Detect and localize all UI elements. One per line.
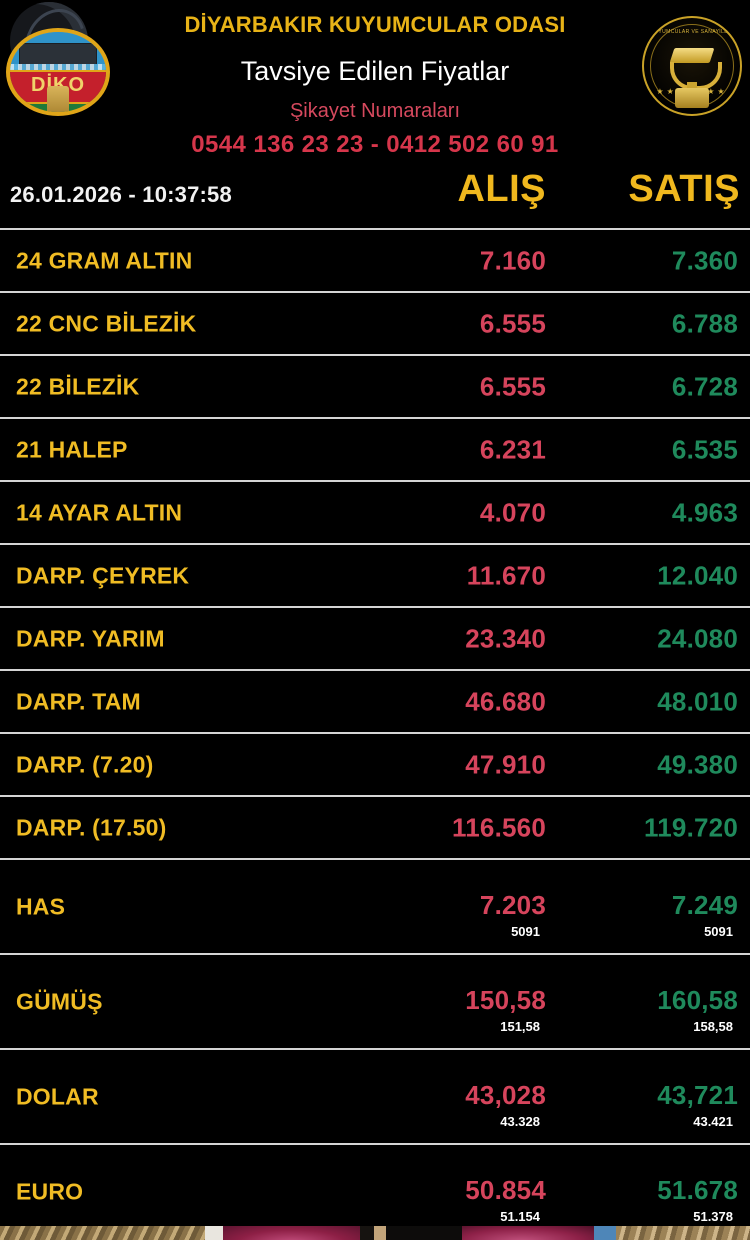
buy-price: 50.854 [465, 1175, 546, 1205]
row-label: DARP. (7.20) [16, 751, 154, 777]
sell-price-secondary: 158,58 [693, 1019, 733, 1034]
photo-segment [0, 1226, 205, 1240]
sell-price: 51.678 [657, 1175, 738, 1205]
sell-price: 48.010 [657, 686, 738, 716]
sell-price-secondary: 43.421 [693, 1114, 733, 1129]
table-row: DARP. ÇEYREK 11.670 12.040 [0, 543, 750, 606]
complaint-label: Şikayet Numaraları [289, 100, 461, 122]
diko-emblem-oval: DİKO [6, 28, 110, 116]
column-header-sell: SATIŞ [628, 168, 740, 210]
row-label: 14 AYAR ALTIN [16, 499, 183, 525]
photo-segment [374, 1226, 386, 1240]
sell-price: 12.040 [657, 560, 738, 590]
cooperative-gold-seal-icon: ★ KUYUMCULAR VE SANAYİLER İŞLETME KOOPER… [642, 16, 742, 116]
row-label: DARP. YARIM [16, 625, 165, 651]
buy-price-secondary: 51.154 [500, 1209, 540, 1224]
row-label: 24 GRAM ALTIN [16, 247, 193, 273]
sell-price: 160,58 [657, 985, 738, 1015]
table-row: 24 GRAM ALTIN 7.160 7.360 [0, 228, 750, 291]
sell-price: 24.080 [657, 623, 738, 653]
row-label: EURO [16, 1178, 84, 1204]
sell-price: 6.788 [671, 308, 738, 338]
emblem-pillar [47, 86, 69, 112]
buy-price: 43,028 [465, 1080, 546, 1110]
row-label: 21 HALEP [16, 436, 128, 462]
sell-price-secondary: 51.378 [693, 1209, 733, 1224]
table-row: DOLAR 43,028 43,721 43.328 43.421 [0, 1048, 750, 1143]
table-row: EURO 50.854 51.678 51.154 51.378 [0, 1143, 750, 1238]
table-row: 22 CNC BİLEZİK 6.555 6.788 [0, 291, 750, 354]
table-row: DARP. (17.50) 116.560 119.720 [0, 795, 750, 858]
row-label: GÜMÜŞ [16, 988, 103, 1014]
table-row: 14 AYAR ALTIN 4.070 4.963 [0, 480, 750, 543]
buy-price-secondary: 151,58 [500, 1019, 540, 1034]
table-row: 21 HALEP 6.231 6.535 [0, 417, 750, 480]
gold-bar-shape [669, 48, 715, 63]
emblem-waves [10, 64, 106, 72]
row-label: 22 CNC BİLEZİK [16, 310, 197, 336]
seal-base [675, 88, 709, 108]
diko-chamber-logo-icon: DİKO [2, 2, 120, 120]
buy-price: 4.070 [479, 497, 546, 527]
organization-title: DİYARBAKIR KUYUMCULAR ODASI [184, 12, 566, 37]
photo-segment [594, 1226, 616, 1240]
table-row: GÜMÜŞ 150,58 160,58 151,58 158,58 [0, 953, 750, 1048]
table-row: DARP. TAM 46.680 48.010 [0, 669, 750, 732]
photo-segment [360, 1226, 374, 1240]
photo-segment [616, 1226, 750, 1240]
row-label: DARP. ÇEYREK [16, 562, 190, 588]
complaint-phone-numbers: 0544 136 23 23 - 0412 502 60 91 [191, 131, 559, 158]
price-table: 24 GRAM ALTIN 7.160 7.360 22 CNC BİLEZİK 6.5… [0, 228, 750, 1238]
buy-price-secondary: 5091 [511, 924, 540, 939]
table-row: DARP. YARIM 23.340 24.080 [0, 606, 750, 669]
table-row: DARP. (7.20) 47.910 49.380 [0, 732, 750, 795]
buy-price: 7.160 [479, 245, 546, 275]
sell-price: 6.535 [671, 434, 738, 464]
buy-price-secondary: 43.328 [500, 1114, 540, 1129]
buy-price: 116.560 [452, 812, 546, 842]
sell-price: 43,721 [657, 1080, 738, 1110]
sell-price: 49.380 [657, 749, 738, 779]
timestamp: 26.01.2026 - 10:37:58 [10, 182, 232, 207]
row-label: DOLAR [16, 1083, 99, 1109]
table-row: HAS 7.203 7.249 5091 5091 [0, 858, 750, 953]
row-label: DARP. TAM [16, 688, 141, 714]
sell-price: 7.360 [671, 245, 738, 275]
photo-segment [386, 1226, 462, 1240]
photo-segment [205, 1226, 223, 1240]
buy-price: 47.910 [465, 749, 546, 779]
buy-price: 7.203 [479, 890, 546, 920]
diko-logo-text: DİKO [10, 71, 106, 99]
photo-segment [223, 1226, 360, 1240]
buy-price: 23.340 [465, 623, 546, 653]
sell-price: 7.249 [671, 890, 738, 920]
row-label: DARP. (17.50) [16, 814, 167, 840]
column-header-buy: ALIŞ [457, 168, 546, 210]
footer-photo-strip [0, 1226, 750, 1240]
table-row: 22 BİLEZİK 6.555 6.728 [0, 354, 750, 417]
buy-price: 150,58 [465, 985, 546, 1015]
buy-price: 6.555 [479, 371, 546, 401]
sell-price: 119.720 [644, 812, 738, 842]
row-label: 22 BİLEZİK [16, 373, 140, 399]
row-label: HAS [16, 893, 66, 919]
page-title: Tavsiye Edilen Fiyatlar [240, 56, 510, 86]
photo-segment [462, 1226, 594, 1240]
sell-price: 6.728 [671, 371, 738, 401]
buy-price: 46.680 [465, 686, 546, 716]
seal-arc-text: ★ KUYUMCULAR VE SANAYİLER İŞLETME KOOPER… [644, 29, 742, 35]
buy-price: 6.555 [479, 308, 546, 338]
sell-price-secondary: 5091 [704, 924, 733, 939]
buy-price: 11.670 [466, 560, 546, 590]
sell-price: 4.963 [671, 497, 738, 527]
buy-price: 6.231 [479, 434, 546, 464]
board-header: DİKO ★ KUYUMCULAR VE SANAYİLER İŞLETME K… [0, 0, 750, 228]
